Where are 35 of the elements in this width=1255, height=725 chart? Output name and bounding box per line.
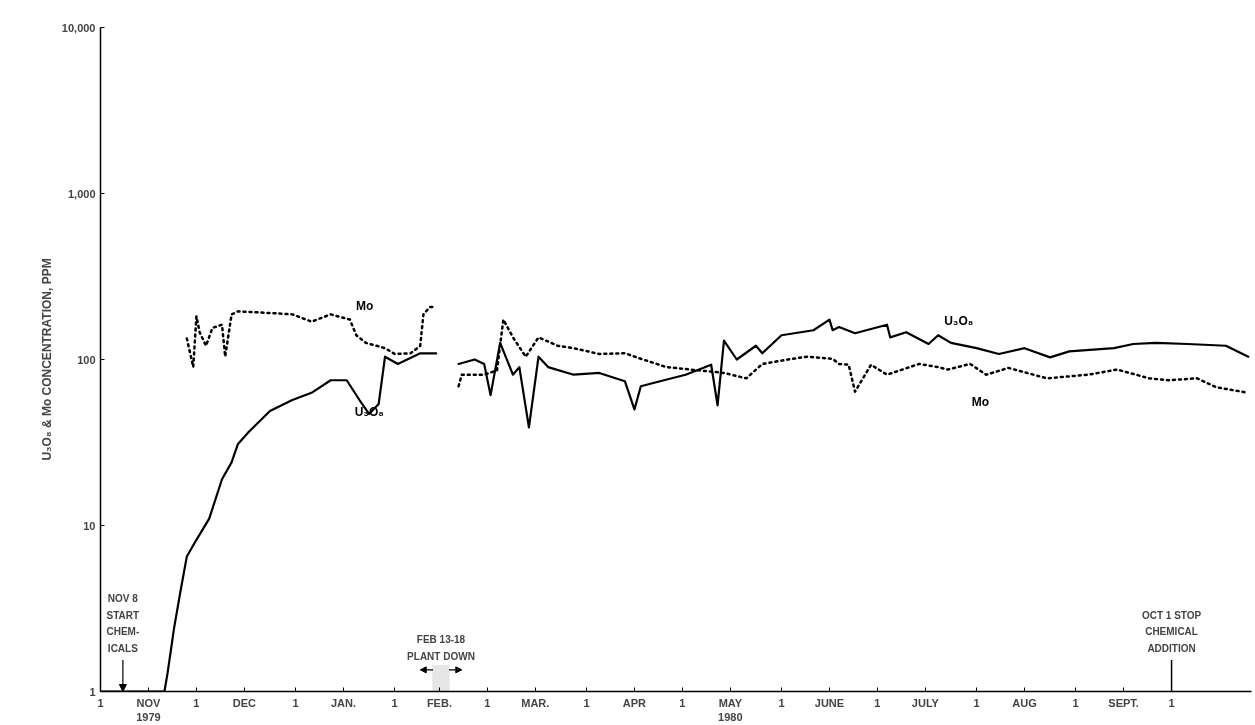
x-tick-label: DEC bbox=[232, 696, 257, 709]
x-tick-label: 1 bbox=[973, 696, 980, 709]
x-tick-label: 1 bbox=[1168, 696, 1175, 709]
y-axis-title: U₃O₈ & Mo CONCENTRATION, PPM bbox=[39, 258, 54, 461]
x-tick-label: 1 bbox=[484, 696, 491, 709]
y-tick-label: 100 bbox=[77, 353, 96, 366]
y-tick-label: 10,000 bbox=[61, 21, 96, 34]
x-tick-label: MAR. bbox=[521, 696, 550, 709]
x-tick-label: 1 bbox=[583, 696, 590, 709]
ref-line-label: OCT 1 STOP CHEMICAL ADDITION bbox=[1141, 609, 1202, 654]
x-tick-label: 1 bbox=[97, 696, 104, 709]
text: U₃O₈ bbox=[944, 314, 974, 329]
annotation: NOV 8 START CHEM- ICALS bbox=[106, 593, 140, 654]
x-tick-label: 1 bbox=[292, 696, 299, 709]
y-tick-label: 10 bbox=[83, 519, 96, 532]
x-tick-label: MAY 1980 bbox=[718, 696, 743, 723]
x-tick-label: 1 bbox=[679, 696, 686, 709]
x-tick-label: JULY bbox=[911, 696, 940, 709]
text: Mo bbox=[971, 394, 990, 409]
x-tick-label: FEB. bbox=[426, 696, 452, 709]
y-tick-label: 1 bbox=[89, 685, 96, 698]
x-tick-label: NOV 1979 bbox=[136, 696, 162, 723]
x-tick-label: SEPT. bbox=[1108, 696, 1139, 709]
x-tick-label: 1 bbox=[778, 696, 785, 709]
x-tick-label: 1 bbox=[1072, 696, 1079, 709]
x-tick-label: 1 bbox=[874, 696, 881, 709]
x-tick-label: 1 bbox=[193, 696, 200, 709]
band-label: FEB 13-18 PLANT DOWN bbox=[407, 634, 475, 662]
x-tick-label: APR bbox=[622, 696, 647, 709]
x-tick-label: JAN. bbox=[330, 696, 357, 709]
x-tick-label: JUNE bbox=[814, 696, 845, 709]
y-tick-label: 1,000 bbox=[67, 187, 96, 200]
x-tick-label: AUG bbox=[1012, 696, 1037, 709]
series-label: Mo bbox=[355, 298, 374, 313]
x-tick-label: 1 bbox=[391, 696, 398, 709]
